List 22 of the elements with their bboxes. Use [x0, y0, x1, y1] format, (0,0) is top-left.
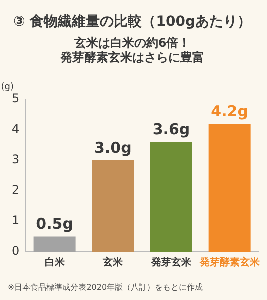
x-tick-label: 発芽玄米: [150, 256, 192, 269]
y-axis-title: (g): [1, 82, 14, 92]
y-tick-label: 1: [12, 214, 20, 228]
y-tick-label: 2: [12, 183, 20, 198]
y-tick-label: 0: [12, 244, 20, 258]
data-label: 0.5g: [36, 215, 74, 234]
chart-subtitle: 玄米は白米の約6倍！発芽酵素玄米はさらに豊富: [60, 36, 204, 65]
y-tick-label: 3: [12, 152, 20, 167]
data-label: 4.2g: [211, 102, 248, 120]
y-tick-label: 5: [12, 92, 20, 106]
text: ※日本食品標準成分表2020年版（八訂）をもとに作成: [8, 283, 204, 292]
x-tick-label: 発芽酵素玄米: [198, 256, 261, 269]
data-label: 3.6g: [152, 120, 190, 139]
bar: [92, 160, 134, 252]
chart-title: ③ 食物繊維量の比較（100gあたり）: [14, 14, 252, 30]
bar: [150, 142, 192, 252]
y-tick-label: 4: [12, 122, 20, 136]
x-tick-label: 白米: [44, 256, 66, 269]
x-tick-label: 玄米: [102, 256, 124, 269]
bar: [34, 236, 76, 252]
data-label: 3.0g: [94, 138, 132, 157]
bar: [208, 124, 251, 252]
